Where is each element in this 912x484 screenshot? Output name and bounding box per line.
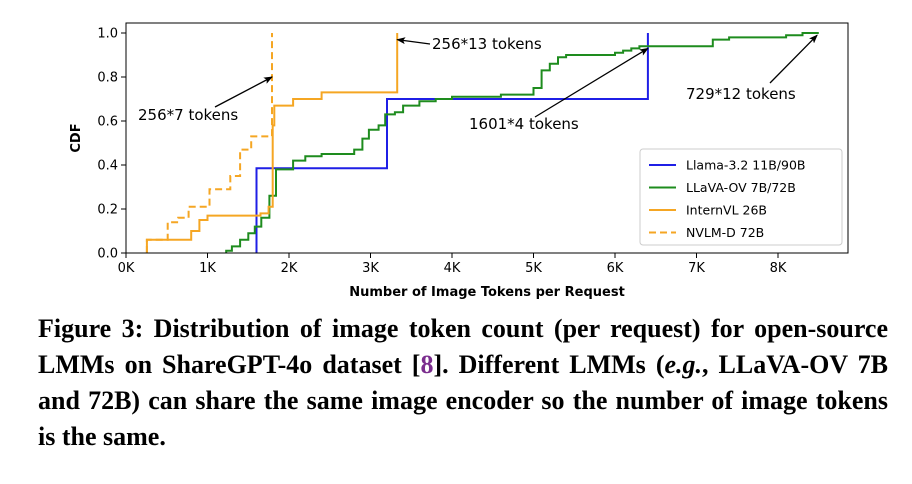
- figure-caption: Figure 3: Distribution of image token co…: [38, 311, 888, 455]
- series-line: [255, 33, 649, 253]
- caption-text-middle: ]. Different LMMs (: [433, 350, 665, 379]
- series-layer: [145, 32, 819, 253]
- legend-label: NVLM-D 72B: [686, 225, 764, 240]
- y-tick-label: 1.0: [97, 27, 118, 42]
- annotation-arrow: [214, 76, 273, 108]
- x-tick-label: 2K: [281, 261, 298, 276]
- annotation-arrow: [769, 34, 818, 84]
- citation-link[interactable]: 8: [420, 350, 434, 379]
- x-axis-title: Number of Image Tokens per Request: [349, 285, 625, 300]
- x-tick-label: 5K: [525, 261, 542, 276]
- y-tick-label: 0.4: [97, 159, 118, 174]
- x-tick-label: 3K: [362, 261, 379, 276]
- y-tick-label: 0.0: [97, 247, 118, 262]
- y-tick-label: 0.2: [97, 203, 118, 218]
- legend-box: [639, 148, 843, 246]
- legend-label: Llama-3.2 11B/90B: [686, 158, 805, 173]
- legend-label: LLaVA-OV 7B/72B: [686, 180, 796, 195]
- annotation-arrow: [534, 47, 649, 118]
- caption-text-suffix: , LLaVA-OV 7B and 72B) can share the sam…: [38, 350, 888, 451]
- legend: Llama-3.2 11B/90B LLaVA-OV 7B/72B InternVL…: [639, 148, 843, 246]
- legend-label: InternVL 26B: [686, 203, 767, 218]
- caption-text-eg: e.g.: [664, 350, 703, 379]
- annotation-label: 256*13 tokens: [432, 35, 542, 53]
- annotation-label: 256*7 tokens: [138, 106, 238, 124]
- series-line: [145, 33, 399, 253]
- series-line: [225, 32, 819, 253]
- caption-text-prefix: Figure 3: Distribution of image token co…: [38, 314, 888, 379]
- cdf-chart: 0K 1K 2K 3K 4K 5K 6K 7K 8K 0.0 0.2 0.4 0.6 0.8 1.0 256…: [69, 22, 849, 300]
- annotation-label: 1601*4 tokens: [469, 115, 579, 133]
- y-tick-label: 0.8: [97, 71, 118, 86]
- x-tick-label: 7K: [688, 261, 705, 276]
- annotation-arrow: [396, 37, 431, 45]
- x-tick-label: 1K: [199, 261, 216, 276]
- x-tick-label: 6K: [607, 261, 624, 276]
- annotation-label: 729*12 tokens: [686, 85, 796, 103]
- x-tick-label: 0K: [118, 261, 135, 276]
- x-tick-label: 8K: [770, 261, 787, 276]
- series-line: [145, 33, 273, 253]
- annotation-layer: 256*7 tokens 256*13 tokens 1601*4 tokens 72…: [138, 34, 818, 133]
- x-tick-label: 4K: [444, 261, 461, 276]
- axis-layer: 0K 1K 2K 3K 4K 5K 6K 7K 8K 0.0 0.2 0.4 0.6 0.8 1.0: [97, 27, 787, 277]
- y-tick-label: 0.6: [97, 115, 118, 130]
- plot-frame: [125, 22, 849, 254]
- y-axis-title: CDF: [69, 123, 84, 152]
